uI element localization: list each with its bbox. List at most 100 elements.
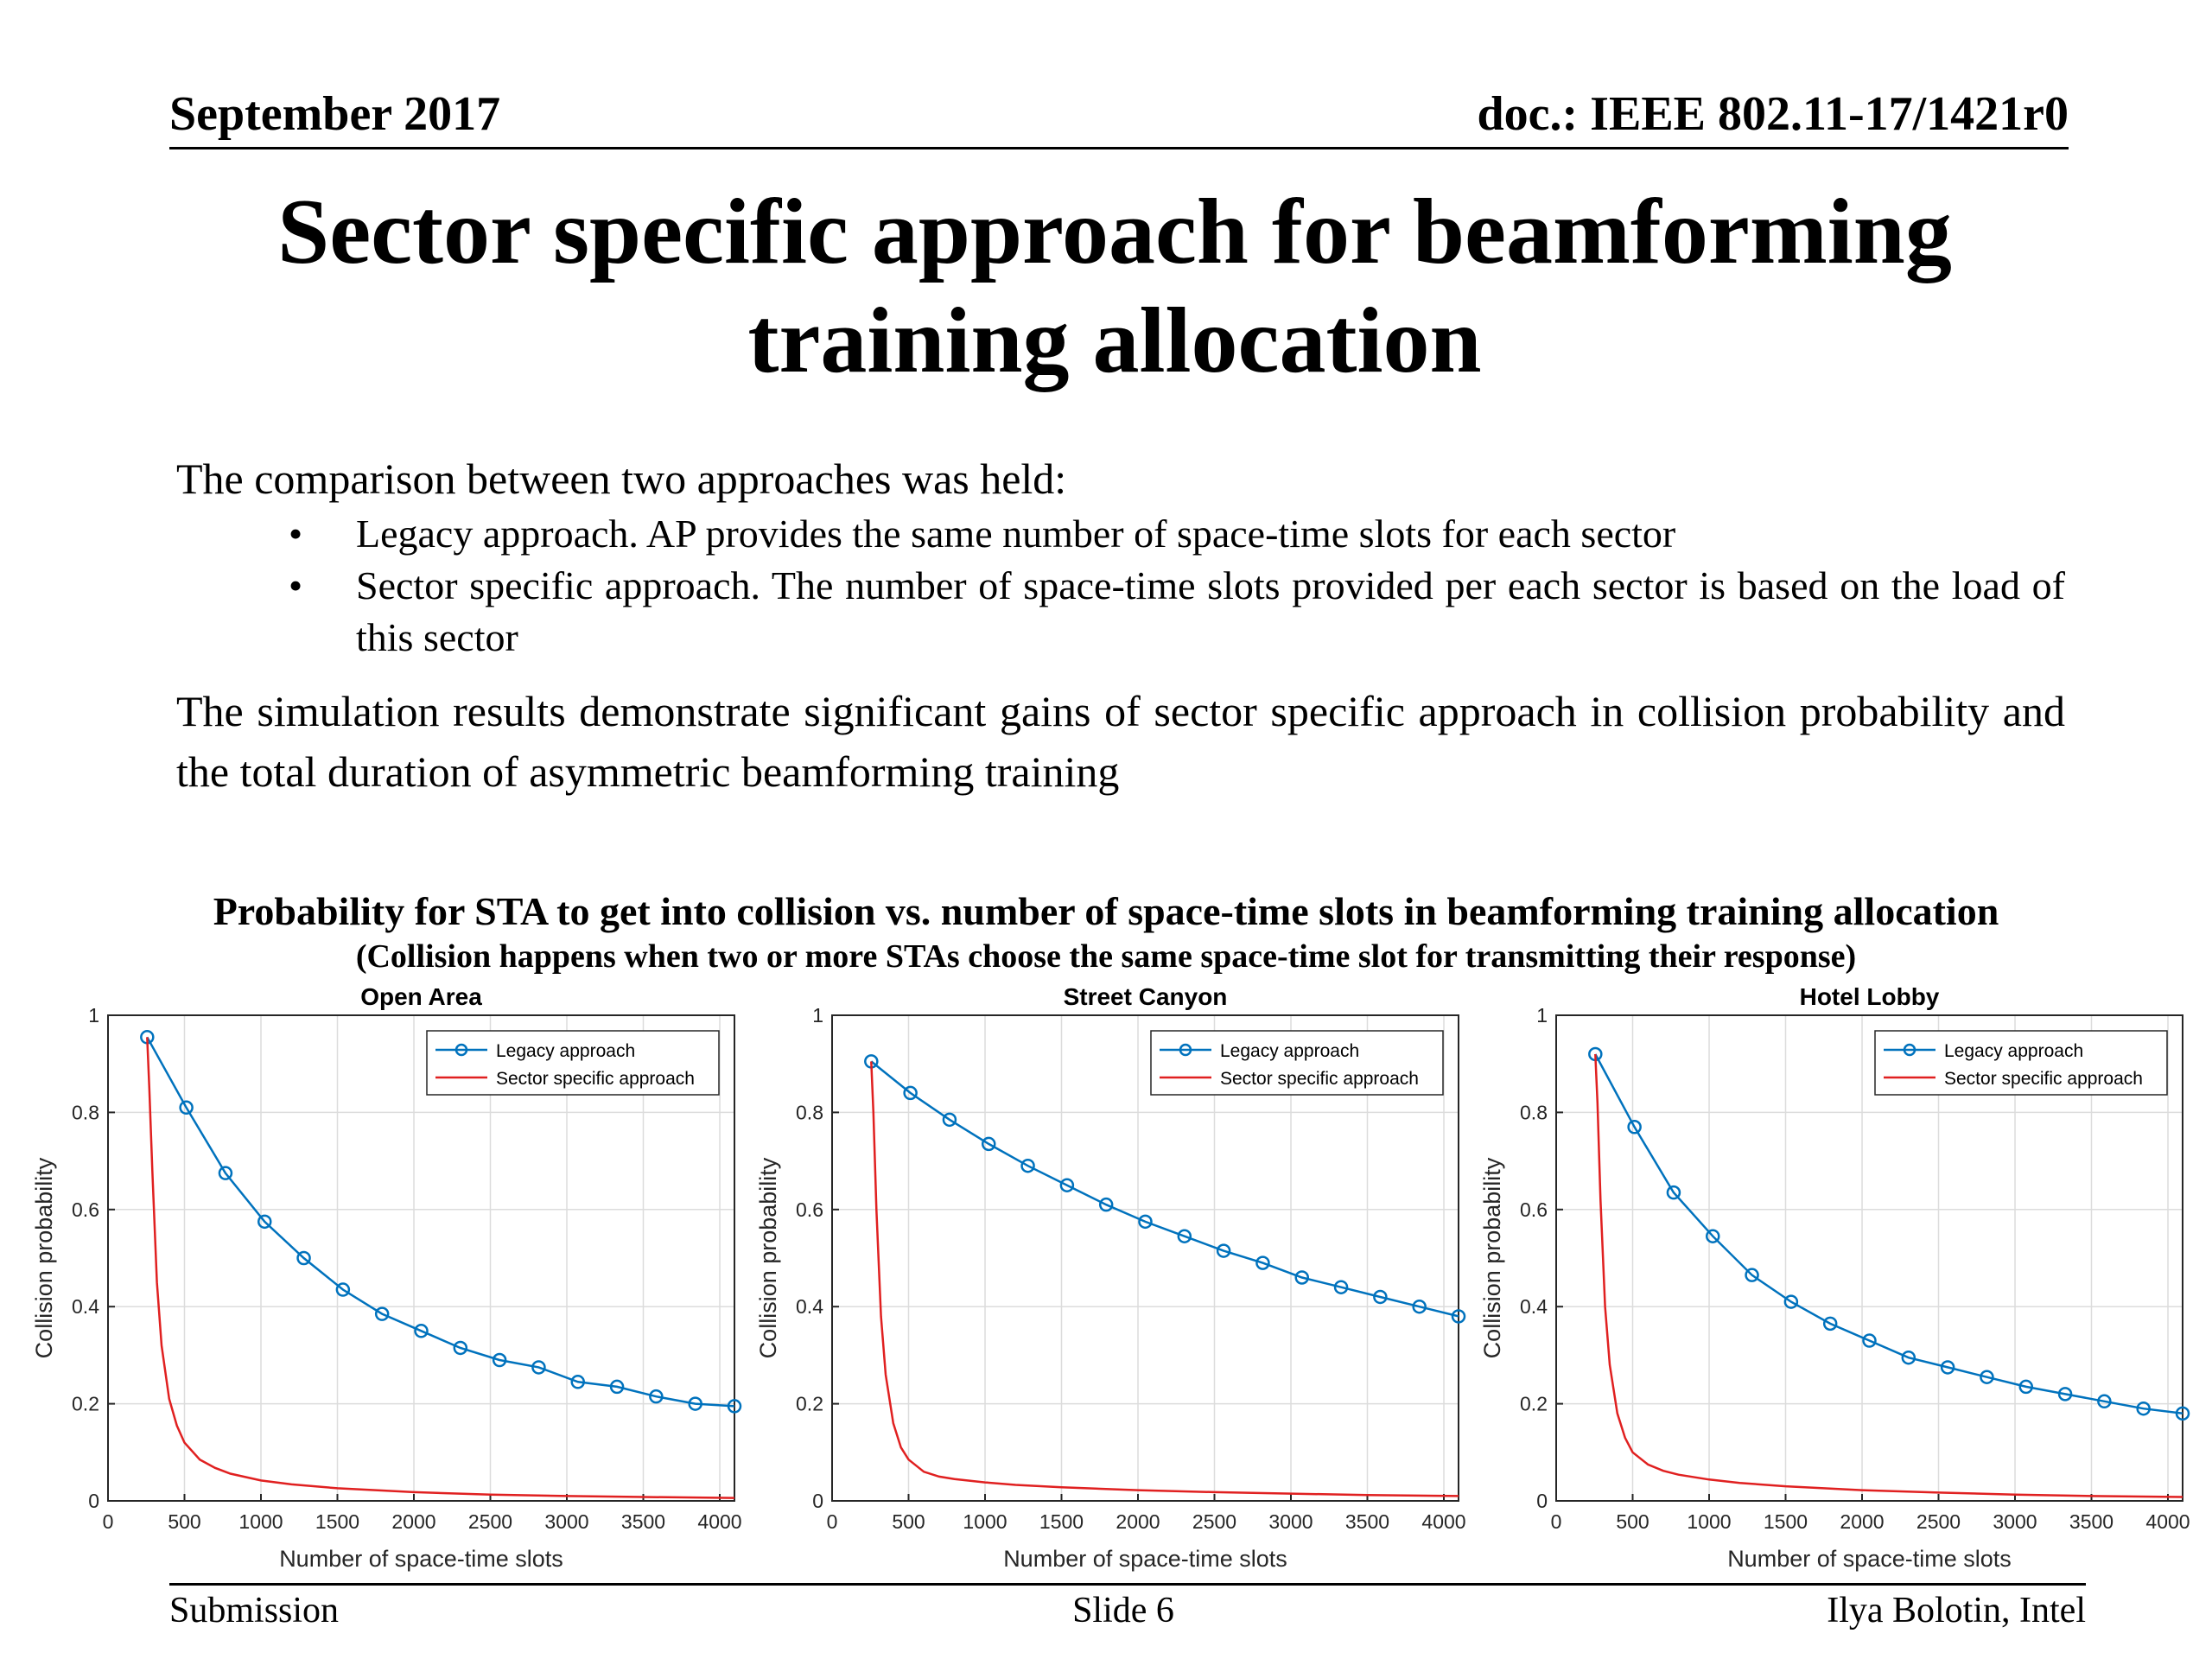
bullet-icon: • xyxy=(289,512,303,556)
data-point xyxy=(1294,1270,1309,1285)
data-point xyxy=(335,1282,351,1297)
data-point xyxy=(257,1214,272,1230)
y-tick-label: 0.2 xyxy=(796,1393,823,1415)
y-tick-label: 0.4 xyxy=(796,1295,823,1318)
series-line-legacy xyxy=(146,1036,735,1408)
plot-frame xyxy=(1555,1014,2183,1502)
y-tick-label: 0.6 xyxy=(1520,1198,1548,1221)
data-point xyxy=(1783,1294,1799,1309)
series-line-sector-specific xyxy=(1594,1053,2183,1498)
legend-label: Sector specific approach xyxy=(496,1069,695,1089)
bullet-item: • Legacy approach. AP provides the same … xyxy=(176,508,2065,560)
series-line-sector-specific xyxy=(146,1037,735,1499)
chart-title: Open Area xyxy=(360,983,482,1010)
y-tick-label: 0.2 xyxy=(72,1393,99,1415)
chart-title: Street Canyon xyxy=(1064,983,1228,1010)
series-line-legacy xyxy=(1594,1053,2183,1415)
x-tick-label: 1000 xyxy=(238,1510,283,1533)
data-point xyxy=(2175,1406,2190,1421)
data-point xyxy=(1940,1360,1955,1375)
x-axis-label: Number of space-time slots xyxy=(1727,1546,2012,1572)
intro-text: The comparison between two approaches wa… xyxy=(176,454,1067,503)
data-point xyxy=(1627,1120,1642,1135)
y-tick-label: 1 xyxy=(1536,1004,1548,1027)
data-point xyxy=(1862,1333,1877,1348)
slide-title-line-1: Sector specific approach for beamforming xyxy=(277,181,1952,283)
chart-hotel-lobby: Hotel Lobby 0 500 1000 1500 2000 2500 3000 3500 4… xyxy=(1474,972,2200,1587)
data-point xyxy=(1373,1289,1388,1305)
bullet-text: Legacy approach. AP provides the same nu… xyxy=(356,512,1676,556)
data-point xyxy=(1059,1178,1075,1192)
footer-submission: Submission xyxy=(169,1591,340,1630)
data-point xyxy=(1216,1243,1231,1258)
x-tick-label: 3000 xyxy=(544,1510,588,1533)
plot-frame xyxy=(831,1014,1459,1502)
x-tick-label: 2000 xyxy=(391,1510,435,1533)
data-point xyxy=(609,1379,625,1395)
figure-subcaption: (Collision happens when two or more STAs… xyxy=(355,938,1857,975)
x-tick-label: 3000 xyxy=(1993,1510,2037,1533)
x-tick-label: 3500 xyxy=(2069,1510,2113,1533)
data-point xyxy=(531,1360,546,1375)
data-point xyxy=(1020,1158,1035,1173)
data-point xyxy=(1177,1229,1192,1243)
data-point xyxy=(296,1250,311,1266)
data-point xyxy=(982,1136,996,1152)
header-doc-id: doc.: IEEE 802.11-17/1421r0 xyxy=(1477,87,2069,141)
data-point xyxy=(374,1306,390,1321)
y-tick-label: 0.6 xyxy=(796,1198,823,1221)
header-divider xyxy=(169,147,2069,149)
y-tick-label: 0.8 xyxy=(1520,1101,1548,1123)
data-point xyxy=(1901,1350,1916,1365)
data-point xyxy=(903,1085,918,1101)
figure-caption: Probability for STA to get into collisio… xyxy=(213,889,1999,933)
data-point xyxy=(492,1352,507,1368)
footer-slide-number: Slide 6 xyxy=(1072,1591,1174,1630)
chart-svg: Street Canyon 0 500 1000 1500 2000 2500 3000 350… xyxy=(755,983,1466,1572)
data-point xyxy=(649,1389,664,1404)
x-tick-label: 4000 xyxy=(697,1510,741,1533)
chart-title: Hotel Lobby xyxy=(1800,983,1940,1010)
data-point xyxy=(179,1100,194,1116)
bullet-item: • Sector specific approach. The number o… xyxy=(176,560,2065,664)
data-point xyxy=(218,1166,233,1180)
series-line-legacy xyxy=(870,1060,1459,1318)
y-tick-label: 0.2 xyxy=(1520,1393,1548,1415)
x-tick-label: 2000 xyxy=(1116,1510,1160,1533)
y-tick-label: 1 xyxy=(812,1004,823,1027)
data-point xyxy=(1412,1299,1427,1314)
data-point xyxy=(2136,1401,2151,1416)
y-tick-label: 1 xyxy=(88,1004,99,1027)
x-tick-label: 4000 xyxy=(1421,1510,1465,1533)
data-point xyxy=(1098,1197,1114,1212)
legend-box xyxy=(1874,1030,2168,1096)
y-tick-label: 0.6 xyxy=(72,1198,99,1221)
plot-frame xyxy=(107,1014,735,1502)
y-tick-label: 0.4 xyxy=(1520,1295,1548,1318)
x-tick-label: 2500 xyxy=(468,1510,512,1533)
data-point xyxy=(1255,1255,1270,1270)
x-tick-label: 1500 xyxy=(1764,1510,1808,1533)
y-tick-label: 0 xyxy=(1536,1490,1548,1512)
data-point xyxy=(942,1112,957,1128)
legend-label: Legacy approach xyxy=(1944,1041,2083,1061)
data-point xyxy=(414,1324,429,1338)
data-point xyxy=(727,1399,742,1414)
slide-body: The comparison between two approaches wa… xyxy=(176,449,2065,802)
bullet-list: • Legacy approach. AP provides the same … xyxy=(176,508,2065,664)
legend-label: Sector specific approach xyxy=(1944,1069,2143,1089)
y-tick-label: 0.8 xyxy=(72,1101,99,1123)
x-tick-label: 0 xyxy=(827,1510,838,1533)
y-axis-label: Collision probability xyxy=(755,1157,781,1358)
x-tick-label: 1500 xyxy=(1039,1510,1084,1533)
y-tick-label: 0.4 xyxy=(72,1295,99,1318)
slide-title-line-2: training allocation xyxy=(747,289,1482,392)
y-tick-label: 0 xyxy=(88,1490,99,1512)
footer-divider xyxy=(169,1583,2086,1586)
data-point xyxy=(2097,1394,2112,1409)
x-axis-label: Number of space-time slots xyxy=(279,1546,563,1572)
data-point xyxy=(1138,1214,1153,1230)
x-tick-label: 1000 xyxy=(1687,1510,1731,1533)
data-point xyxy=(2018,1379,2033,1395)
data-point xyxy=(1745,1268,1759,1282)
